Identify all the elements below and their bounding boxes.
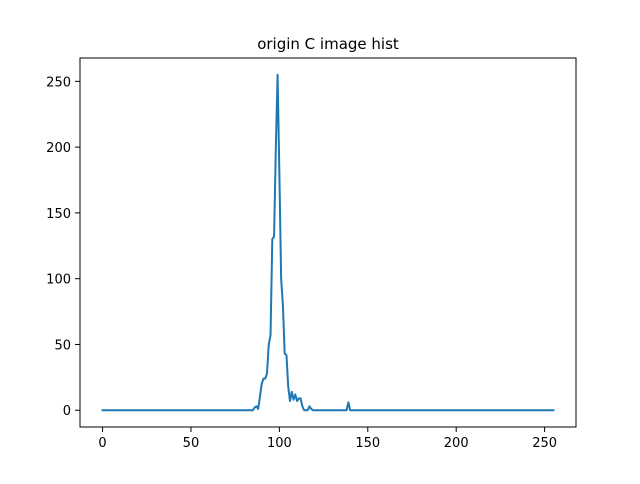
x-tick-label: 200 — [444, 436, 469, 451]
y-tick-label: 0 — [63, 404, 71, 419]
axes-frame — [79, 57, 577, 428]
series-line-0 — [101, 73, 555, 412]
plot-area: 0 50 100 150 200 250 0 50 100 150 200 250 — [46, 57, 577, 451]
chart-title: origin C image hist — [257, 35, 399, 53]
x-tick-label: 150 — [355, 436, 380, 451]
x-tick-label: 0 — [98, 436, 106, 451]
x-tick-label: 100 — [267, 436, 292, 451]
x-tick-label: 50 — [183, 436, 200, 451]
y-tick-label: 50 — [54, 338, 71, 353]
y-tick-label: 100 — [46, 273, 71, 288]
y-tick-label: 150 — [46, 207, 71, 222]
x-tick-label: 250 — [532, 436, 557, 451]
y-tick-label: 250 — [46, 75, 71, 90]
y-tick-label: 200 — [46, 141, 71, 156]
